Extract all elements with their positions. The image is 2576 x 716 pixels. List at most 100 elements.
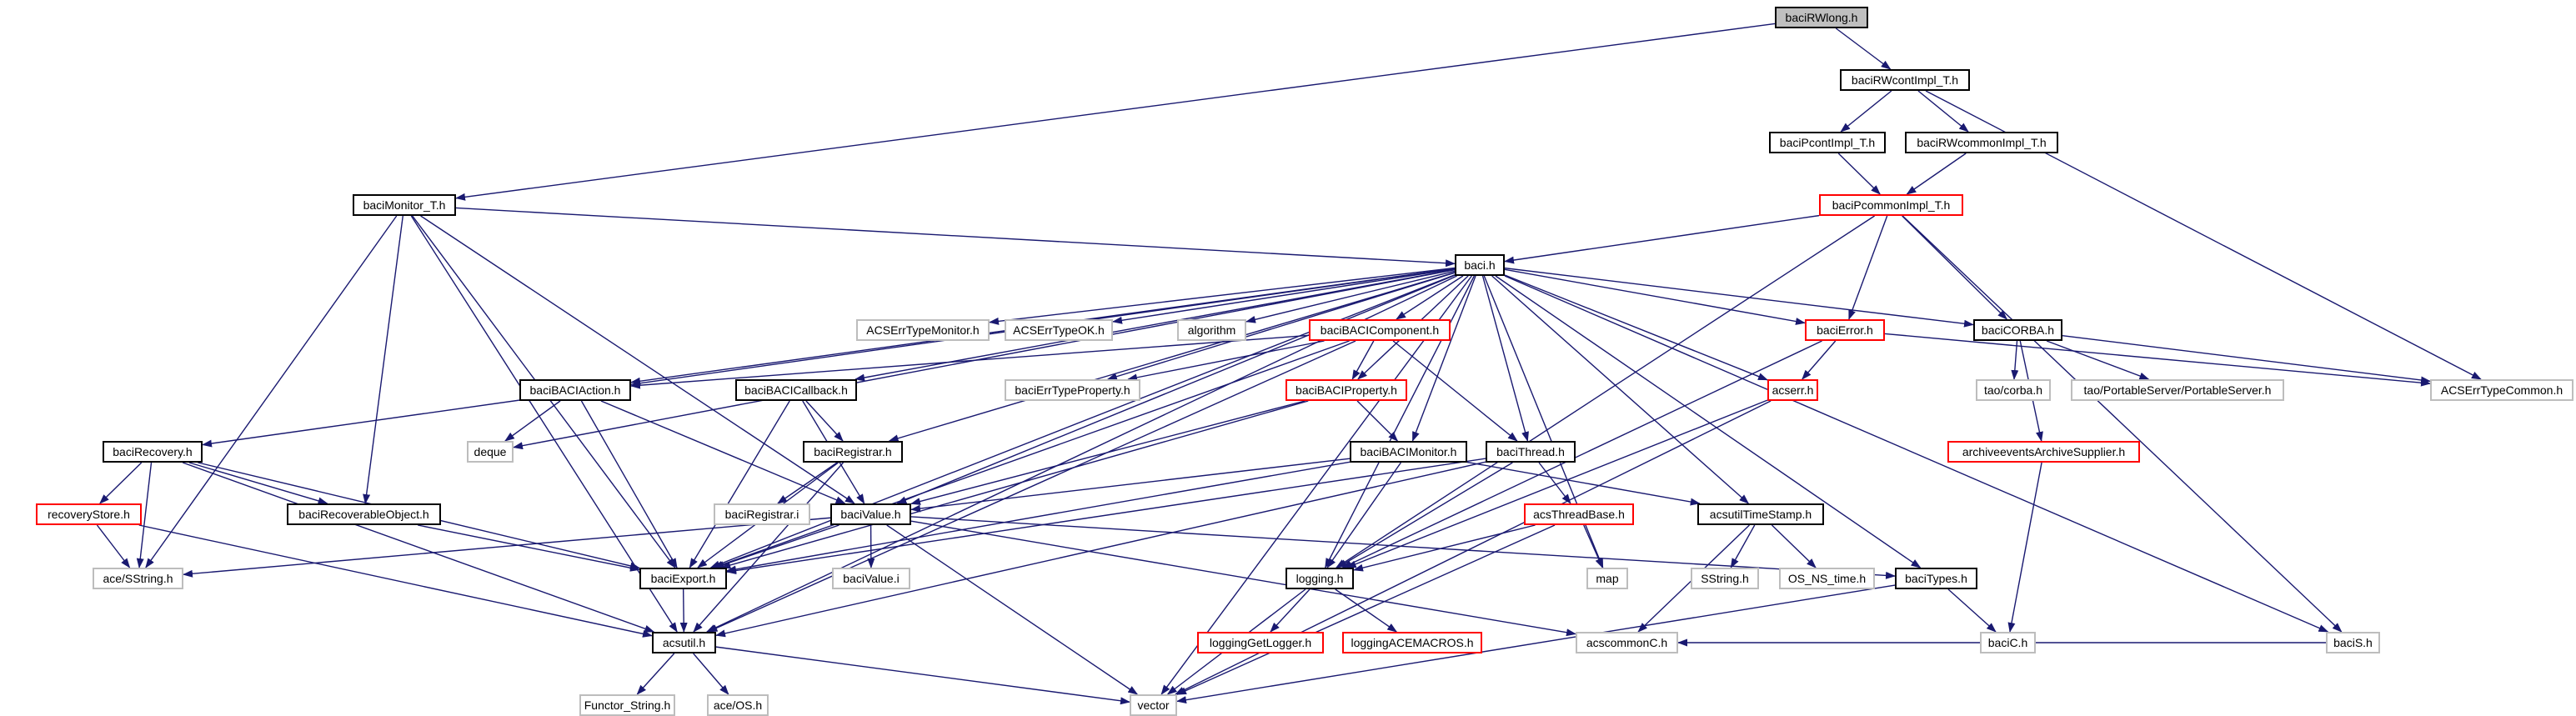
include-edge-recoverableobject-baciexport (418, 524, 640, 572)
graph-node-baciproperty[interactable]: baciBACIProperty.h (1285, 379, 1407, 401)
include-edge-pcommon-bacicorba (1902, 215, 2008, 320)
graph-node-bacirecovery[interactable]: baciRecovery.h (103, 441, 203, 463)
include-edge-bacitypes-bacic (1947, 588, 1997, 633)
include-edge-baci-acserrtypeok (1112, 268, 1456, 324)
graph-node-monitor_t[interactable]: baciMonitor_T.h (353, 194, 456, 216)
include-edge-baciaction-deque (504, 400, 561, 442)
graph-node-rwcont[interactable]: baciRWcontImpl_T.h (1840, 69, 1970, 91)
include-edge-acsutil-aceos (693, 653, 729, 695)
include-edge-bacithread-baciexport (726, 458, 1486, 574)
graph-node-algorithm: algorithm (1177, 319, 1246, 341)
include-edge-baciregistrar-baciregistrar_i (777, 462, 838, 504)
include-edge-bacicomponent-baciaction (630, 334, 1310, 389)
graph-node-baciexport[interactable]: baciExport.h (639, 568, 727, 589)
include-edge-recoverystore-acesstring (96, 524, 131, 568)
include-edge-acsutiltimestamp-osnstime (1771, 524, 1817, 568)
graph-node-logginggetlogger[interactable]: loggingGetLogger.h (1197, 632, 1324, 653)
include-edge-acsthreadbase-logging (1353, 524, 1536, 572)
include-edge-baciproperty-baciexport (720, 400, 1309, 569)
include-edge-baci-bacicomponent (1396, 275, 1464, 320)
include-edge-bacivalue-acscommonc (910, 520, 1576, 637)
graph-node-bacicomponent[interactable]: baciBACIComponent.h (1309, 319, 1451, 341)
include-edge-bacithread-acsthreadbase (1538, 462, 1571, 504)
include-edge-pcommon-bacierror (1848, 215, 1888, 320)
graph-node-baciregistrar[interactable]: baciRegistrar.h (803, 441, 903, 463)
include-edge-bacierror-acserrtypecommon (1884, 333, 2431, 387)
graph-node-vector: vector (1130, 694, 1177, 716)
graph-node-bacivalue[interactable]: baciValue.h (830, 503, 911, 525)
include-edge-baciregistrar-acsutil (693, 462, 844, 633)
include-edge-acsthreadbase-vector (1176, 524, 1556, 695)
graph-node-bacitypes[interactable]: baciTypes.h (1895, 568, 1977, 589)
graph-node-recoverableobject[interactable]: baciRecoverableObject.h (287, 503, 441, 525)
include-edge-baci-bacivalue (896, 274, 1456, 504)
include-edge-bacicallback-baciexport (689, 400, 790, 568)
graph-node-pcont[interactable]: baciPcontImpl_T.h (1769, 132, 1886, 153)
graph-node-archivesupplier[interactable]: archiveeventsArchiveSupplier.h (1947, 441, 2140, 463)
include-edge-bacivalue-baciexport (714, 524, 839, 568)
include-edge-bacirecovery-acesstring (136, 462, 153, 568)
graph-node-bacierror[interactable]: baciError.h (1805, 319, 1885, 341)
include-edge-acsthreadbase-map (1583, 524, 1603, 568)
include-edge-bacierror-logging (1341, 340, 1822, 568)
graph-node-bacic: baciC.h (1980, 632, 2036, 653)
include-edge-monitor_t-recoverableobject (363, 215, 403, 504)
include-edge-baciproperty-bacivalue (910, 400, 1306, 505)
graph-node-loggingacemacros[interactable]: loggingACEMACROS.h (1342, 632, 1482, 653)
graph-node-acserrtypemonitor: ACSErrTypeMonitor.h (856, 319, 990, 341)
include-edge-rwcont-rwcommon (1917, 90, 1969, 133)
include-edge-bacithread-acsutil (715, 461, 1486, 638)
include-edge-bacicomponent-baciexport (713, 340, 1350, 568)
graph-node-recoverystore[interactable]: recoveryStore.h (36, 503, 142, 525)
include-edge-archivesupplier-bacic (2007, 462, 2042, 633)
include-edge-bacicorba-taoportableserver (2046, 340, 2150, 380)
graph-node-taocorba: tao/corba.h (1976, 379, 2051, 401)
include-edge-baciproperty-bacimonitor (1356, 400, 1399, 442)
include-edge-baci-baciregistrar (888, 272, 1456, 443)
include-edge-baci-bacierror (1504, 268, 1806, 325)
graph-node-bacicallback[interactable]: baciBACICallback.h (735, 379, 857, 401)
include-edge-bacicomponent-bacithread (1392, 340, 1518, 442)
graph-node-bacithread[interactable]: baciThread.h (1486, 441, 1576, 463)
graph-node-baciaction[interactable]: baciBACIAction.h (519, 379, 631, 401)
include-edge-bacicorba-taocorba (2011, 340, 2019, 380)
include-edge-pcommon-baci (1504, 214, 1820, 264)
include-edge-bacithread-logging (1336, 462, 1513, 568)
include-edge-bacivalue-acesstring (183, 517, 831, 578)
include-edge-baci-bacimonitor (1411, 275, 1476, 442)
graph-node-pcommon[interactable]: baciPcommonImpl_T.h (1819, 194, 1963, 216)
include-edge-bacierror-acserr (1802, 340, 1837, 380)
include-edge-baci-bacicorba (1504, 267, 1974, 328)
graph-node-taoportableserver: tao/PortableServer/PortableServer.h (2071, 379, 2284, 401)
graph-node-map: map (1586, 568, 1628, 589)
include-edge-baci-acserrtypemonitor (989, 267, 1456, 325)
include-edge-logging-loggingacemacros (1335, 588, 1398, 633)
graph-node-logging[interactable]: logging.h (1285, 568, 1354, 589)
include-edge-baciaction-baciexport (580, 400, 678, 568)
graph-node-acsutiltimestamp[interactable]: acsutilTimeStamp.h (1697, 503, 1824, 525)
graph-node-bacimonitor[interactable]: baciBACIMonitor.h (1350, 441, 1467, 463)
graph-node-acserr[interactable]: acserr.h (1767, 379, 1818, 401)
graph-node-rwlong: baciRWlong.h (1775, 7, 1868, 28)
graph-node-acsutil[interactable]: acsutil.h (652, 632, 716, 653)
graph-node-bacis: baciS.h (2326, 632, 2380, 653)
include-edge-acserr-logging (1346, 399, 1768, 568)
graph-node-bacicorba[interactable]: baciCORBA.h (1973, 319, 2062, 341)
include-edge-monitor_t-bacivalue (420, 215, 855, 504)
include-edge-recoverystore-acsutil (138, 524, 653, 638)
include-edge-bacirecovery-acsutil (182, 462, 655, 633)
include-edge-baci-acserr (1504, 274, 1768, 381)
graph-node-deque: deque (467, 441, 514, 463)
graph-node-acsthreadbase[interactable]: acsThreadBase.h (1524, 503, 1634, 525)
graph-node-acscommonc: acscommonC.h (1576, 632, 1678, 653)
include-edge-rwlong-rwcont (1835, 28, 1892, 70)
graph-node-baci[interactable]: baci.h (1455, 254, 1505, 276)
graph-node-rwcommon[interactable]: baciRWcommonImpl_T.h (1905, 132, 2058, 153)
include-edge-baci-bacirecovery (202, 268, 1456, 448)
include-edge-acsutil-vector (715, 646, 1130, 705)
include-edge-pcommon-logging (1336, 215, 1875, 568)
include-edge-rwlong-monitor_t (455, 23, 1776, 201)
graph-node-acesstring: ace/SString.h (93, 568, 183, 589)
